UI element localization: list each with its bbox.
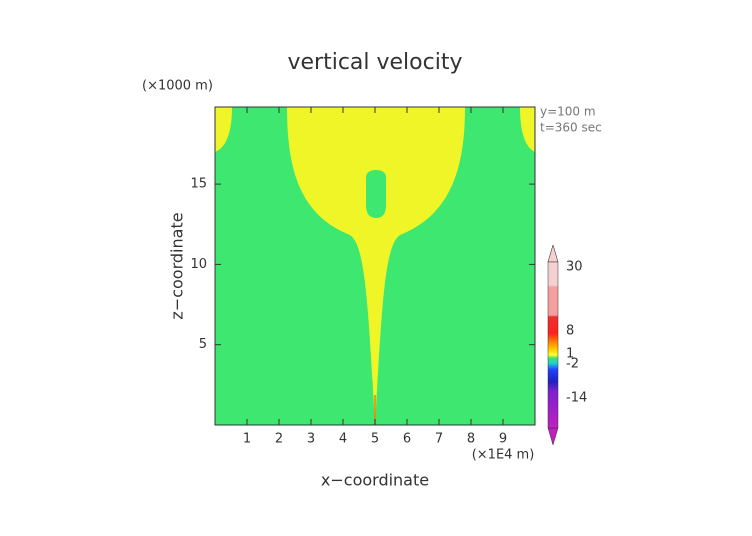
x-unit: (×1E4 m) — [472, 448, 535, 463]
y-unit: (×1000 m) — [142, 79, 213, 94]
colorbar-tick-label: -14 — [566, 391, 587, 406]
y-tick-label: 10 — [190, 257, 207, 272]
annotation: y=100 m — [540, 105, 596, 119]
y-tick-label: 15 — [190, 177, 207, 192]
x-tick-label: 9 — [499, 432, 507, 447]
x-tick-label: 7 — [435, 432, 443, 447]
contour-region — [366, 170, 386, 218]
x-tick-label: 1 — [243, 432, 251, 447]
x-tick-label: 4 — [339, 432, 347, 447]
y-axis-label: z−coordinate — [168, 212, 187, 319]
x-tick-label: 3 — [307, 432, 315, 447]
colorbar-arrow — [547, 244, 559, 263]
x-tick-label: 6 — [403, 432, 411, 447]
x-tick-label: 5 — [371, 432, 379, 447]
x-axis-label: x−coordinate — [321, 471, 429, 490]
x-tick-label: 8 — [467, 432, 475, 447]
contour-region — [215, 107, 232, 152]
colorbar-tick-label: -2 — [566, 357, 579, 372]
colorbar-tick-label: 30 — [566, 260, 583, 275]
colorbar — [547, 261, 559, 429]
colorbar-tick-label: 1 — [566, 347, 574, 362]
annotation: t=360 sec — [540, 121, 602, 135]
contour-region — [520, 107, 535, 152]
chart-title: vertical velocity — [287, 50, 462, 75]
x-tick-label: 2 — [275, 432, 283, 447]
y-tick-label: 5 — [199, 337, 207, 352]
contour-region — [287, 107, 465, 425]
colorbar-tick-label: 8 — [566, 324, 574, 339]
